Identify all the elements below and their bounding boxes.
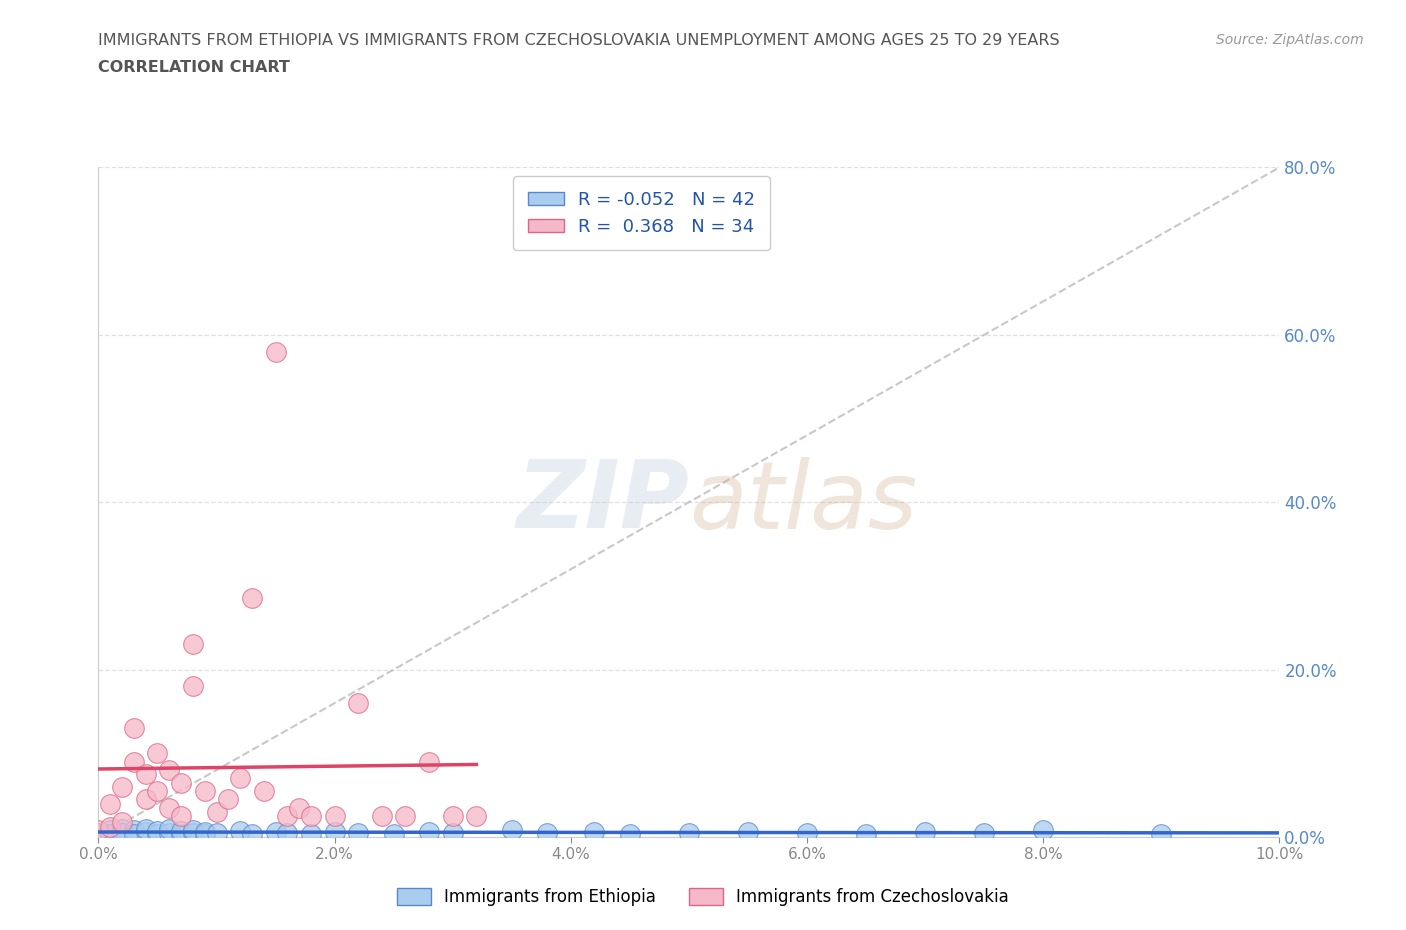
Point bbox=[347, 696, 370, 711]
Legend: R = -0.052   N = 42, R =  0.368   N = 34: R = -0.052 N = 42, R = 0.368 N = 34 bbox=[513, 177, 770, 250]
Point bbox=[914, 825, 936, 840]
Point bbox=[418, 825, 440, 840]
Point bbox=[135, 766, 157, 781]
Point bbox=[98, 827, 121, 842]
Point bbox=[1150, 826, 1173, 841]
Point bbox=[98, 819, 121, 834]
Point bbox=[501, 823, 523, 838]
Point bbox=[146, 824, 169, 839]
Point bbox=[737, 825, 759, 840]
Point bbox=[536, 826, 558, 841]
Text: IMMIGRANTS FROM ETHIOPIA VS IMMIGRANTS FROM CZECHOSLOVAKIA UNEMPLOYMENT AMONG AG: IMMIGRANTS FROM ETHIOPIA VS IMMIGRANTS F… bbox=[98, 33, 1060, 47]
Point bbox=[194, 825, 217, 840]
Point bbox=[264, 825, 287, 840]
Point bbox=[122, 721, 145, 736]
Point bbox=[796, 826, 818, 841]
Point bbox=[122, 827, 145, 842]
Point bbox=[253, 783, 276, 798]
Point bbox=[111, 826, 134, 841]
Point bbox=[157, 800, 180, 815]
Point bbox=[347, 826, 370, 841]
Point bbox=[371, 809, 394, 824]
Point bbox=[441, 826, 464, 841]
Point bbox=[111, 779, 134, 794]
Point bbox=[194, 783, 217, 798]
Point bbox=[299, 809, 322, 824]
Point bbox=[146, 746, 169, 761]
Point bbox=[87, 826, 110, 841]
Text: atlas: atlas bbox=[689, 457, 917, 548]
Point bbox=[240, 591, 263, 606]
Point bbox=[619, 826, 641, 841]
Point bbox=[678, 826, 700, 841]
Point bbox=[973, 826, 995, 841]
Point bbox=[205, 804, 228, 819]
Point bbox=[323, 825, 346, 840]
Point bbox=[181, 826, 204, 841]
Point bbox=[240, 826, 263, 841]
Point bbox=[465, 809, 488, 824]
Point bbox=[229, 771, 252, 786]
Point bbox=[122, 754, 145, 769]
Point bbox=[418, 754, 440, 769]
Point bbox=[323, 809, 346, 824]
Text: ZIP: ZIP bbox=[516, 457, 689, 548]
Point bbox=[98, 796, 121, 811]
Point bbox=[288, 800, 311, 815]
Point bbox=[217, 792, 239, 807]
Point bbox=[205, 826, 228, 841]
Point bbox=[135, 792, 157, 807]
Point bbox=[170, 826, 193, 841]
Legend: Immigrants from Ethiopia, Immigrants from Czechoslovakia: Immigrants from Ethiopia, Immigrants fro… bbox=[391, 881, 1015, 912]
Point bbox=[170, 809, 193, 824]
Point bbox=[181, 679, 204, 694]
Point bbox=[276, 809, 298, 824]
Text: CORRELATION CHART: CORRELATION CHART bbox=[98, 60, 290, 75]
Point bbox=[111, 821, 134, 836]
Point bbox=[441, 809, 464, 824]
Point bbox=[87, 823, 110, 838]
Point bbox=[194, 827, 217, 842]
Point bbox=[146, 826, 169, 841]
Point bbox=[111, 815, 134, 830]
Point bbox=[583, 825, 606, 840]
Point bbox=[276, 826, 298, 841]
Text: Source: ZipAtlas.com: Source: ZipAtlas.com bbox=[1216, 33, 1364, 46]
Point bbox=[122, 823, 145, 838]
Point bbox=[170, 776, 193, 790]
Point bbox=[170, 824, 193, 839]
Point bbox=[299, 826, 322, 841]
Point bbox=[157, 822, 180, 837]
Point bbox=[98, 823, 121, 838]
Point bbox=[264, 344, 287, 359]
Point bbox=[855, 826, 877, 841]
Point bbox=[135, 825, 157, 840]
Point bbox=[394, 809, 416, 824]
Point bbox=[181, 823, 204, 838]
Point bbox=[1032, 823, 1054, 838]
Point bbox=[382, 826, 405, 841]
Point bbox=[146, 783, 169, 798]
Point bbox=[135, 821, 157, 836]
Point bbox=[157, 763, 180, 777]
Point bbox=[181, 637, 204, 652]
Point bbox=[229, 824, 252, 839]
Point bbox=[157, 826, 180, 841]
